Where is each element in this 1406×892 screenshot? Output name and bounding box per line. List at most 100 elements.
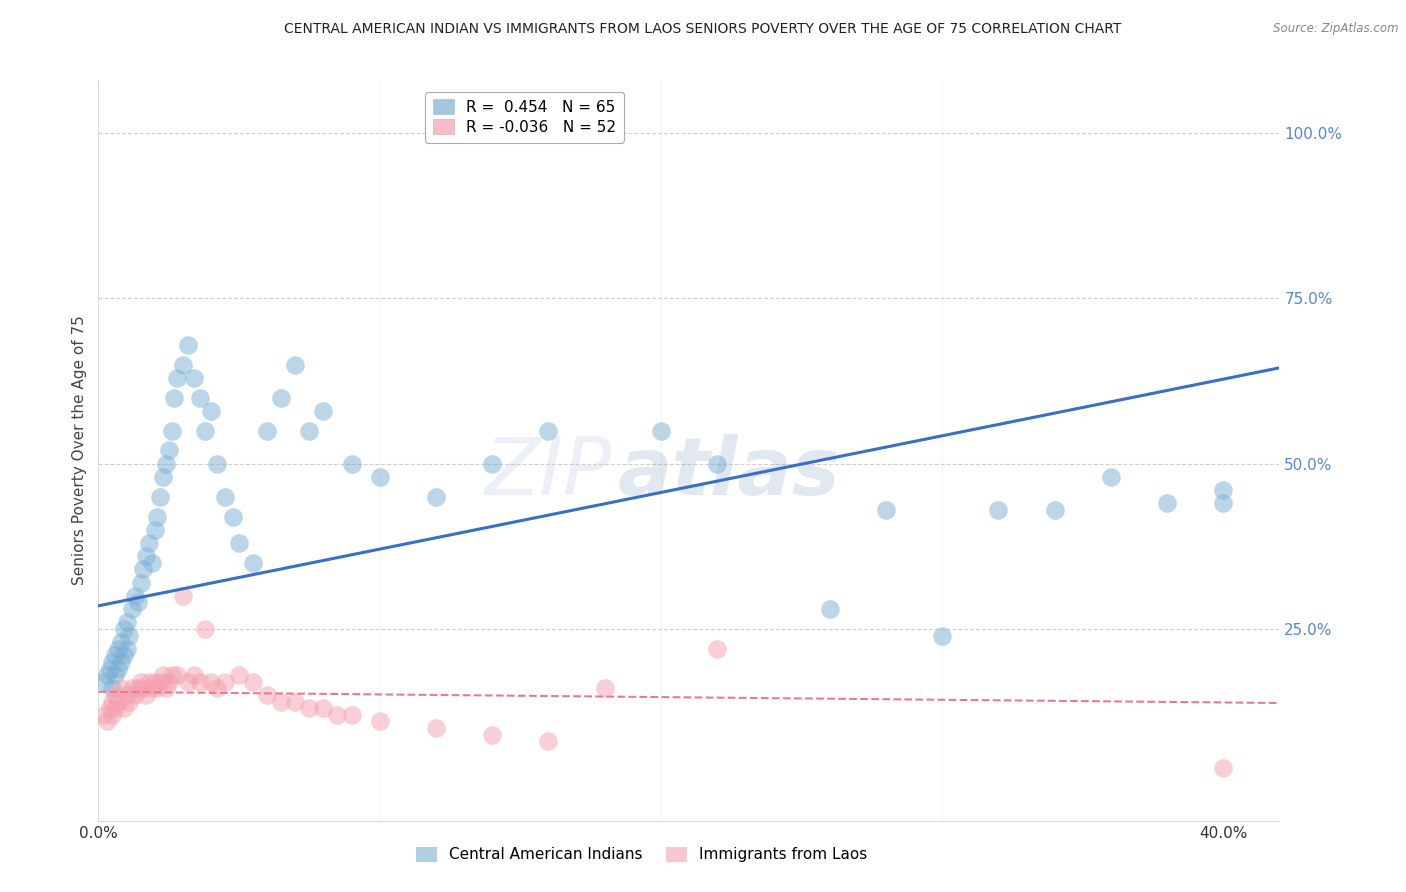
Point: [121, 602, 143, 616]
Point: [537, 424, 560, 438]
Point: [425, 490, 447, 504]
Point: [214, 674, 236, 689]
Point: [115, 641, 138, 656]
Point: [101, 695, 124, 709]
Point: [157, 674, 180, 689]
Point: [149, 490, 172, 504]
Point: [118, 629, 141, 643]
Point: [146, 681, 169, 696]
Point: [312, 701, 335, 715]
Point: [96, 714, 118, 729]
Text: CENTRAL AMERICAN INDIAN VS IMMIGRANTS FROM LAOS SENIORS POVERTY OVER THE AGE OF : CENTRAL AMERICAN INDIAN VS IMMIGRANTS FR…: [284, 22, 1122, 37]
Point: [205, 681, 228, 696]
Point: [270, 695, 292, 709]
Point: [228, 536, 250, 550]
Point: [177, 337, 200, 351]
Point: [326, 707, 349, 722]
Point: [127, 595, 149, 609]
Point: [312, 404, 335, 418]
Point: [593, 681, 616, 696]
Text: Source: ZipAtlas.com: Source: ZipAtlas.com: [1274, 22, 1399, 36]
Legend: Central American Indians, Immigrants from Laos: Central American Indians, Immigrants fro…: [409, 841, 873, 869]
Point: [115, 615, 138, 630]
Point: [706, 457, 728, 471]
Point: [152, 470, 174, 484]
Point: [284, 358, 307, 372]
Point: [650, 424, 672, 438]
Point: [118, 695, 141, 709]
Point: [298, 424, 321, 438]
Point: [270, 391, 292, 405]
Point: [124, 589, 146, 603]
Point: [481, 728, 503, 742]
Point: [112, 648, 135, 663]
Point: [205, 457, 228, 471]
Point: [135, 549, 157, 564]
Y-axis label: Seniors Poverty Over the Age of 75: Seniors Poverty Over the Age of 75: [72, 316, 87, 585]
Point: [98, 662, 121, 676]
Point: [104, 701, 127, 715]
Point: [112, 701, 135, 715]
Point: [107, 662, 129, 676]
Point: [101, 681, 124, 696]
Point: [141, 556, 163, 570]
Point: [481, 457, 503, 471]
Point: [1212, 496, 1234, 510]
Point: [242, 674, 264, 689]
Text: atlas: atlas: [619, 434, 841, 512]
Point: [1099, 470, 1122, 484]
Point: [188, 674, 211, 689]
Point: [107, 641, 129, 656]
Point: [194, 424, 217, 438]
Point: [132, 562, 155, 576]
Point: [157, 443, 180, 458]
Point: [129, 575, 152, 590]
Point: [242, 556, 264, 570]
Point: [146, 509, 169, 524]
Point: [425, 721, 447, 735]
Point: [368, 714, 391, 729]
Point: [101, 707, 124, 722]
Point: [166, 668, 188, 682]
Point: [132, 681, 155, 696]
Point: [537, 734, 560, 748]
Point: [155, 681, 177, 696]
Point: [214, 490, 236, 504]
Point: [115, 688, 138, 702]
Point: [110, 635, 132, 649]
Point: [340, 707, 363, 722]
Point: [163, 391, 186, 405]
Point: [138, 674, 160, 689]
Point: [183, 668, 205, 682]
Point: [222, 509, 245, 524]
Point: [160, 424, 183, 438]
Point: [1043, 503, 1066, 517]
Point: [298, 701, 321, 715]
Point: [194, 622, 217, 636]
Point: [1212, 761, 1234, 775]
Point: [110, 681, 132, 696]
Point: [98, 701, 121, 715]
Point: [96, 668, 118, 682]
Point: [340, 457, 363, 471]
Point: [166, 370, 188, 384]
Point: [256, 688, 278, 702]
Point: [124, 688, 146, 702]
Point: [152, 668, 174, 682]
Point: [1212, 483, 1234, 497]
Point: [228, 668, 250, 682]
Point: [1156, 496, 1178, 510]
Point: [121, 681, 143, 696]
Point: [112, 622, 135, 636]
Point: [135, 688, 157, 702]
Point: [368, 470, 391, 484]
Point: [875, 503, 897, 517]
Point: [177, 674, 200, 689]
Point: [110, 655, 132, 669]
Point: [172, 358, 194, 372]
Point: [200, 674, 222, 689]
Point: [104, 648, 127, 663]
Point: [172, 589, 194, 603]
Point: [107, 695, 129, 709]
Point: [143, 674, 166, 689]
